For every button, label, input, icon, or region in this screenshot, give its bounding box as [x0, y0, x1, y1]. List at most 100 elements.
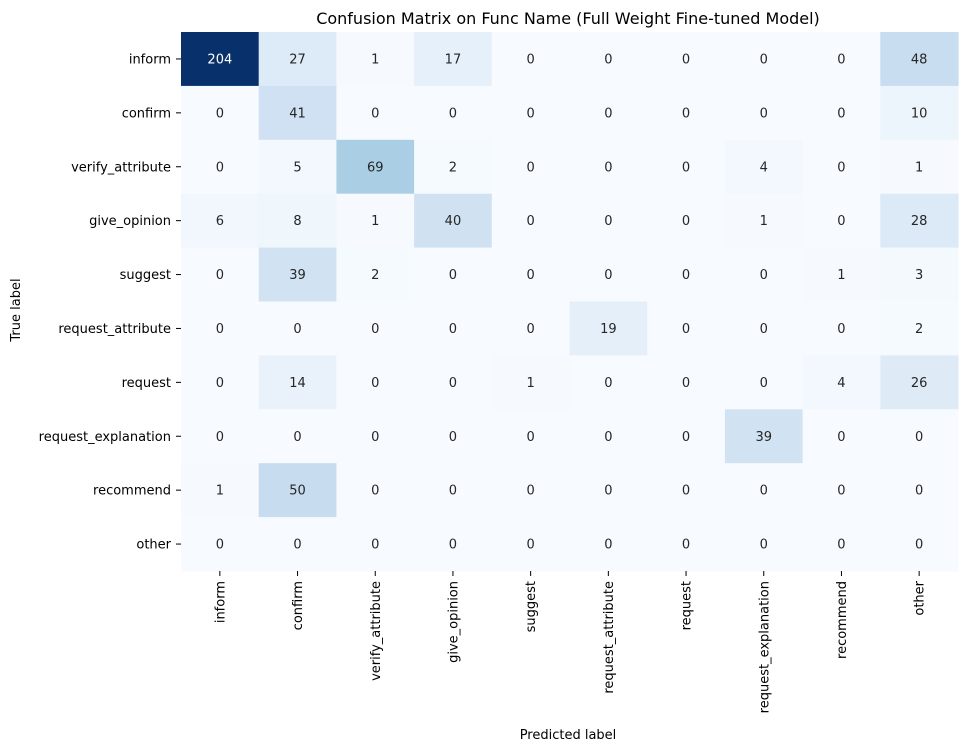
- heatmap-cell: [181, 247, 260, 303]
- x-axis-label: Predicted label: [520, 728, 617, 743]
- heatmap-cell: [491, 139, 571, 195]
- heatmap-cell: [880, 32, 959, 87]
- cell-value-label: 28: [911, 214, 928, 229]
- cell-value-label: 0: [760, 538, 768, 553]
- cell-value-label: 0: [604, 538, 612, 553]
- heatmap-cell: [724, 85, 804, 141]
- y-tick-label: give_opinion: [89, 214, 171, 229]
- cell-value-label: 6: [216, 214, 224, 229]
- heatmap-cell: [880, 85, 959, 141]
- cell-value-label: 0: [293, 538, 301, 553]
- heatmap-cell: [491, 517, 571, 572]
- heatmap-cell: [181, 355, 260, 410]
- cell-value-label: 0: [837, 106, 845, 121]
- heatmap-cell: [880, 463, 959, 518]
- cell-value-label: 0: [760, 322, 768, 337]
- heatmap-cell: [414, 85, 493, 141]
- heatmap-cell: [880, 139, 959, 195]
- cell-value-label: 0: [371, 484, 379, 499]
- cell-value-label: 0: [604, 160, 612, 175]
- cell-value-label: 0: [760, 376, 768, 391]
- cell-value-label: 41: [289, 106, 306, 121]
- heatmap-cell: [724, 301, 804, 356]
- cell-value-label: 0: [682, 484, 690, 499]
- heatmap-cell: [414, 409, 493, 464]
- y-tick-label: recommend: [93, 484, 171, 499]
- heatmap-cell: [181, 139, 260, 195]
- cell-value-label: 0: [604, 268, 612, 283]
- heatmap-cell: [647, 32, 726, 87]
- heatmap-cell: [724, 517, 804, 572]
- heatmap-cell: [491, 355, 571, 410]
- heatmap-cell: [414, 193, 493, 249]
- x-tick-label: confirm: [291, 581, 306, 630]
- heatmap-cell: [569, 517, 648, 572]
- cell-value-label: 17: [445, 52, 462, 67]
- heatmap-cell: [491, 85, 571, 141]
- heatmap-cell: [258, 85, 337, 141]
- heatmap-cell: [336, 517, 415, 572]
- cell-value-label: 0: [837, 484, 845, 499]
- heatmap-cell: [414, 301, 493, 356]
- cell-value-label: 2: [449, 160, 457, 175]
- cell-value-label: 0: [604, 430, 612, 445]
- cell-value-label: 0: [293, 322, 301, 337]
- heatmap-cell: [181, 301, 260, 356]
- y-tick-label: confirm: [122, 106, 171, 121]
- cell-value-label: 0: [527, 214, 535, 229]
- heatmap-cell: [647, 355, 726, 410]
- heatmap-cell: [569, 32, 648, 87]
- heatmap-cell: [181, 409, 260, 464]
- heatmap-cell: [491, 409, 571, 464]
- x-tick-label: other: [913, 580, 928, 615]
- cell-value-label: 0: [915, 538, 923, 553]
- cell-value-label: 27: [289, 52, 306, 67]
- cell-value-label: 0: [915, 430, 923, 445]
- heatmap-cell: [181, 85, 260, 141]
- cell-value-label: 3: [915, 268, 923, 283]
- cell-value-label: 0: [371, 322, 379, 337]
- heatmap-cell-labels: 204 27 1 17 0 0 0 0 0 480 41 0 0 0 0 0 0 0 100 5 69 2 0 0 0 4 0 16 8…: [207, 52, 927, 552]
- y-tick-label: request_attribute: [58, 322, 171, 337]
- cell-value-label: 39: [755, 430, 772, 445]
- cell-value-label: 0: [216, 160, 224, 175]
- heatmap-cell: [802, 517, 881, 572]
- heatmap-cell: [802, 85, 881, 141]
- heatmap-cell: [336, 139, 415, 195]
- y-tick-label: suggest: [120, 268, 171, 283]
- heatmap-cell: [491, 247, 571, 303]
- cell-value-label: 0: [837, 430, 845, 445]
- cell-value-label: 0: [527, 430, 535, 445]
- heatmap-cell: [491, 301, 571, 356]
- cell-value-label: 0: [293, 430, 301, 445]
- cell-value-label: 0: [371, 538, 379, 553]
- heatmap-cell: [724, 32, 804, 87]
- heatmap-cell: [414, 517, 493, 572]
- cell-value-label: 0: [682, 160, 690, 175]
- cell-value-label: 0: [449, 268, 457, 283]
- heatmap-cell: [802, 139, 881, 195]
- heatmap-cell: [647, 139, 726, 195]
- heatmap-cell: [724, 463, 804, 518]
- heatmap-cell: [880, 409, 959, 464]
- heatmap-cells: [181, 32, 959, 572]
- cell-value-label: 0: [837, 52, 845, 67]
- cell-value-label: 204: [207, 52, 232, 67]
- x-tick-label: give_opinion: [446, 581, 461, 663]
- cell-value-label: 48: [911, 52, 928, 67]
- heatmap-cell: [336, 355, 415, 410]
- heatmap-cell: [491, 32, 571, 87]
- cell-value-label: 0: [915, 484, 923, 499]
- heatmap-cell: [258, 463, 337, 518]
- cell-value-label: 0: [682, 376, 690, 391]
- heatmap-cell: [569, 355, 648, 410]
- cell-value-label: 0: [371, 106, 379, 121]
- cell-value-label: 0: [216, 538, 224, 553]
- chart-title: Confusion Matrix on Func Name (Full Weig…: [316, 9, 820, 28]
- heatmap-cell: [802, 247, 881, 303]
- cell-value-label: 0: [216, 106, 224, 121]
- heatmap-cell: [336, 409, 415, 464]
- heatmap-cell: [258, 409, 337, 464]
- heatmap-cell: [258, 139, 337, 195]
- cell-value-label: 0: [604, 52, 612, 67]
